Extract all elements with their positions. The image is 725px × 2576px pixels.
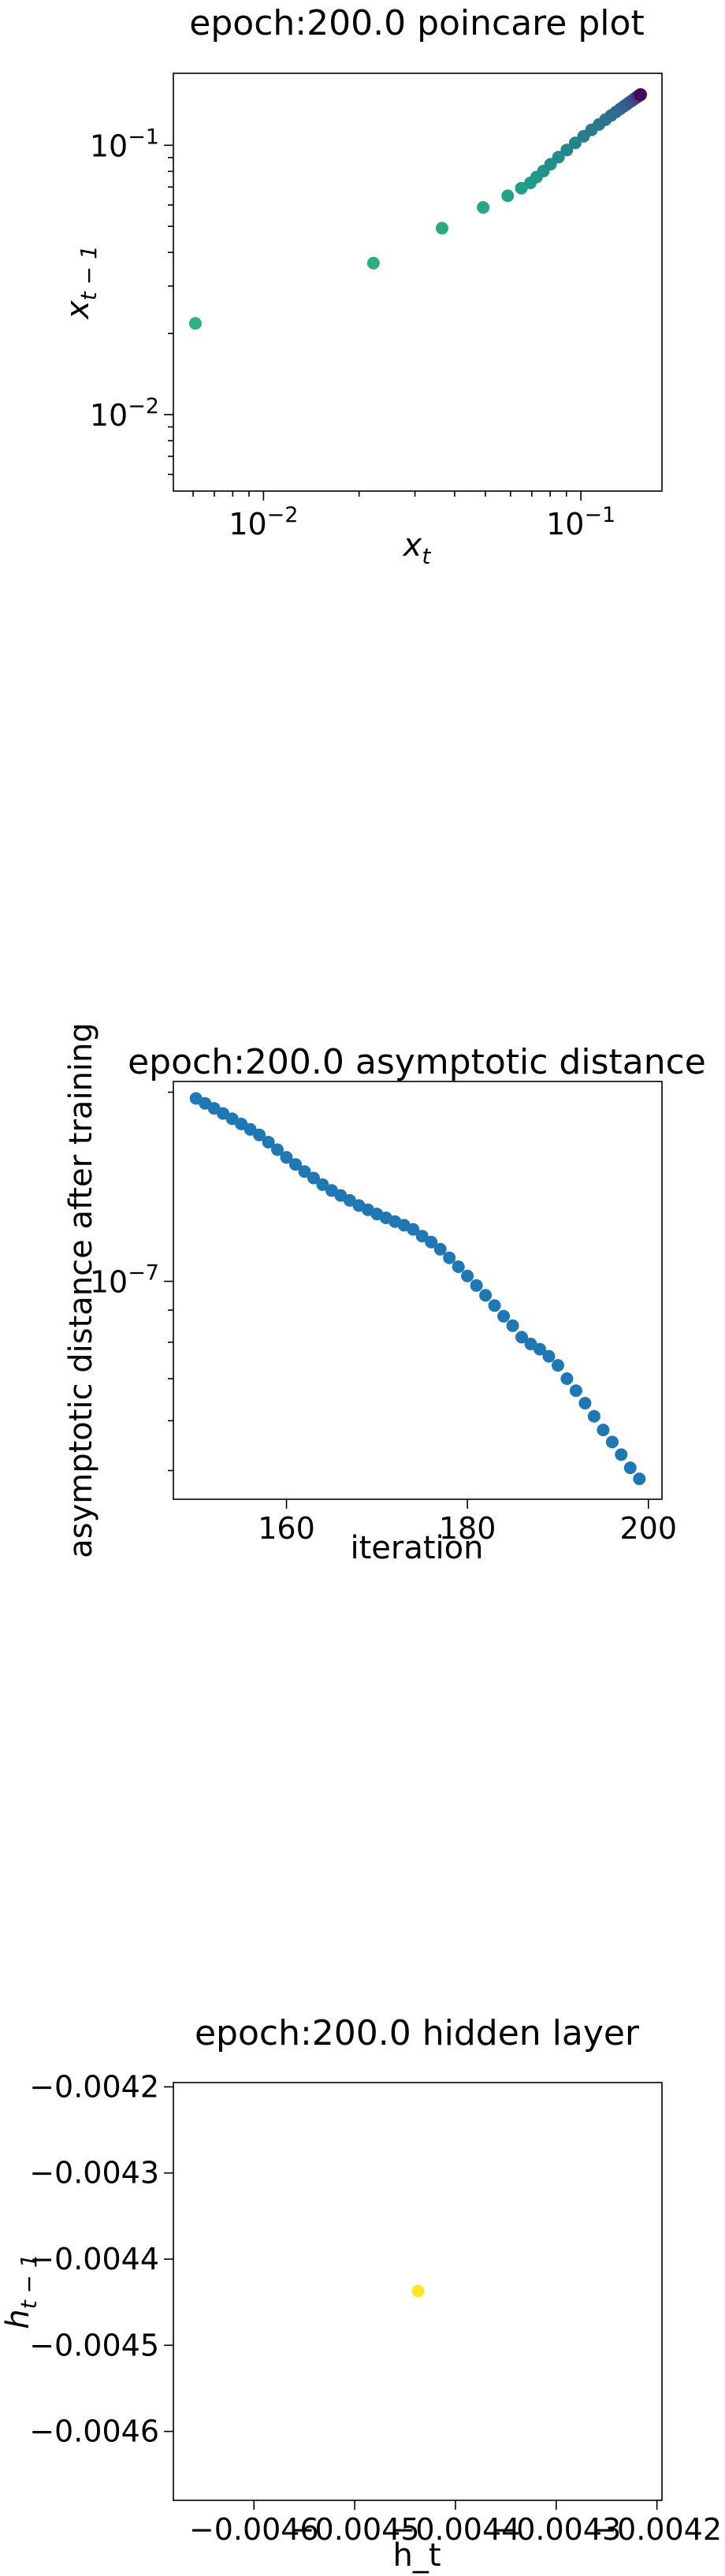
poincare-points <box>188 87 647 330</box>
asymptotic-point <box>587 1409 600 1423</box>
hidden-title: epoch:200.0 hidden layer <box>195 2013 640 2053</box>
hidden-x-tick-label: −0.0044 <box>391 2512 521 2547</box>
asymptotic-axes-frame <box>173 1081 663 1500</box>
hidden-points <box>411 2284 425 2298</box>
asymptotic-point <box>515 1331 528 1344</box>
poincare-y-tick-label: 10−2 <box>90 394 159 433</box>
poincare-point <box>560 143 574 157</box>
asymptotic-point <box>497 1309 511 1323</box>
asymptotic-point <box>415 1230 429 1243</box>
hidden-x-tick-label: −0.0046 <box>189 2512 319 2547</box>
asymptotic-point <box>560 1372 574 1385</box>
poincare-chart: epoch:200.0 poincare plot 10−2 10−1 10−21… <box>60 3 663 569</box>
poincare-x-ticks: 10−2 10−1 <box>192 491 615 542</box>
poincare-point <box>477 201 490 214</box>
asymptotic-point <box>623 1461 637 1475</box>
poincare-point <box>366 256 380 270</box>
poincare-x-tick-label: 10−2 <box>229 503 298 542</box>
asymptotic-y-ticks: 10−7 <box>90 1091 173 1472</box>
asymptotic-point <box>443 1251 456 1264</box>
hidden-x-label: h_t <box>392 2537 441 2574</box>
poincare-x-label: xt <box>402 527 432 569</box>
asymptotic-point <box>633 1472 646 1486</box>
hidden-y-tick-label: −0.0044 <box>29 2242 159 2276</box>
asymptotic-point <box>461 1269 474 1282</box>
asymptotic-point <box>605 1435 619 1449</box>
asymptotic-x-tick-label: 180 <box>439 1511 496 1546</box>
poincare-y-label: xt − 1 <box>60 245 102 321</box>
hidden-x-tick-label: −0.0045 <box>290 2512 420 2547</box>
hidden-y-label: ht − 1 <box>0 2254 42 2328</box>
asymptotic-point <box>552 1359 564 1372</box>
asymptotic-y-label: asymptotic distance after training <box>63 1022 99 1558</box>
asymptotic-point <box>262 1136 275 1148</box>
asymptotic-point <box>235 1117 248 1130</box>
hidden-layer-chart: epoch:200.0 hidden layer −0.0046−0.0045−… <box>0 2013 722 2574</box>
poincare-x-tick-label: 10−1 <box>546 503 615 542</box>
asymptotic-point <box>271 1143 284 1156</box>
asymptotic-point <box>615 1448 628 1461</box>
poincare-point <box>552 151 565 164</box>
hidden-y-tick-label: −0.0045 <box>29 2328 159 2362</box>
asymptotic-point <box>298 1165 311 1178</box>
poincare-y-ticks: 10−2 10−1 <box>90 125 173 475</box>
asymptotic-x-ticks: 160 180 200 <box>258 1499 677 1546</box>
asymptotic-point <box>578 1397 592 1410</box>
poincare-axes-frame <box>173 73 663 492</box>
asymptotic-point <box>433 1242 447 1256</box>
asymptotic-point <box>289 1158 302 1171</box>
asymptotic-x-label: iteration <box>351 1530 484 1566</box>
asymptotic-chart: epoch:200.0 asymptotic distance 160 180 20… <box>63 1022 706 1566</box>
asymptotic-point <box>280 1151 293 1164</box>
asymptotic-point <box>506 1319 519 1332</box>
asymptotic-point <box>542 1349 556 1363</box>
asymptotic-point <box>569 1384 582 1398</box>
hidden-x-ticks: −0.0046−0.0045−0.0044−0.0043−0.0042 <box>189 2500 722 2547</box>
asymptotic-point <box>597 1424 610 1437</box>
asymptotic-point <box>488 1299 501 1312</box>
asymptotic-y-tick-label: 10−7 <box>90 1261 159 1300</box>
hidden-y-ticks: −0.0046 −0.0045 −0.0044 −0.0043 −0.0042 <box>29 2069 173 2449</box>
asymptotic-point <box>407 1223 420 1236</box>
asymptotic-title: epoch:200.0 asymptotic distance <box>128 1042 706 1082</box>
asymptotic-point <box>244 1122 257 1136</box>
poincare-title: epoch:200.0 poincare plot <box>189 3 644 43</box>
asymptotic-point <box>452 1260 465 1273</box>
hidden-x-tick-label: −0.0042 <box>592 2512 722 2547</box>
asymptotic-point <box>470 1279 483 1292</box>
hidden-y-tick-label: −0.0042 <box>29 2069 159 2104</box>
asymptotic-point <box>534 1342 546 1356</box>
hidden-point <box>411 2284 425 2298</box>
hidden-axes-frame <box>173 2082 663 2501</box>
poincare-point <box>634 87 647 101</box>
hidden-y-tick-label: −0.0046 <box>29 2414 159 2449</box>
poincare-point <box>188 317 202 330</box>
asymptotic-point <box>307 1171 320 1185</box>
asymptotic-x-tick-label: 200 <box>620 1511 678 1546</box>
asymptotic-x-tick-label: 160 <box>258 1511 315 1546</box>
asymptotic-point <box>479 1289 493 1302</box>
poincare-y-tick-label: 10−1 <box>90 125 159 163</box>
hidden-y-tick-label: −0.0043 <box>29 2156 159 2191</box>
asymptotic-point <box>253 1128 266 1141</box>
hidden-x-tick-label: −0.0043 <box>491 2512 621 2547</box>
poincare-point <box>435 221 448 235</box>
asymptotic-point <box>316 1178 329 1191</box>
asymptotic-points <box>189 1092 646 1486</box>
asymptotic-point <box>425 1235 438 1249</box>
poincare-point <box>501 189 515 203</box>
